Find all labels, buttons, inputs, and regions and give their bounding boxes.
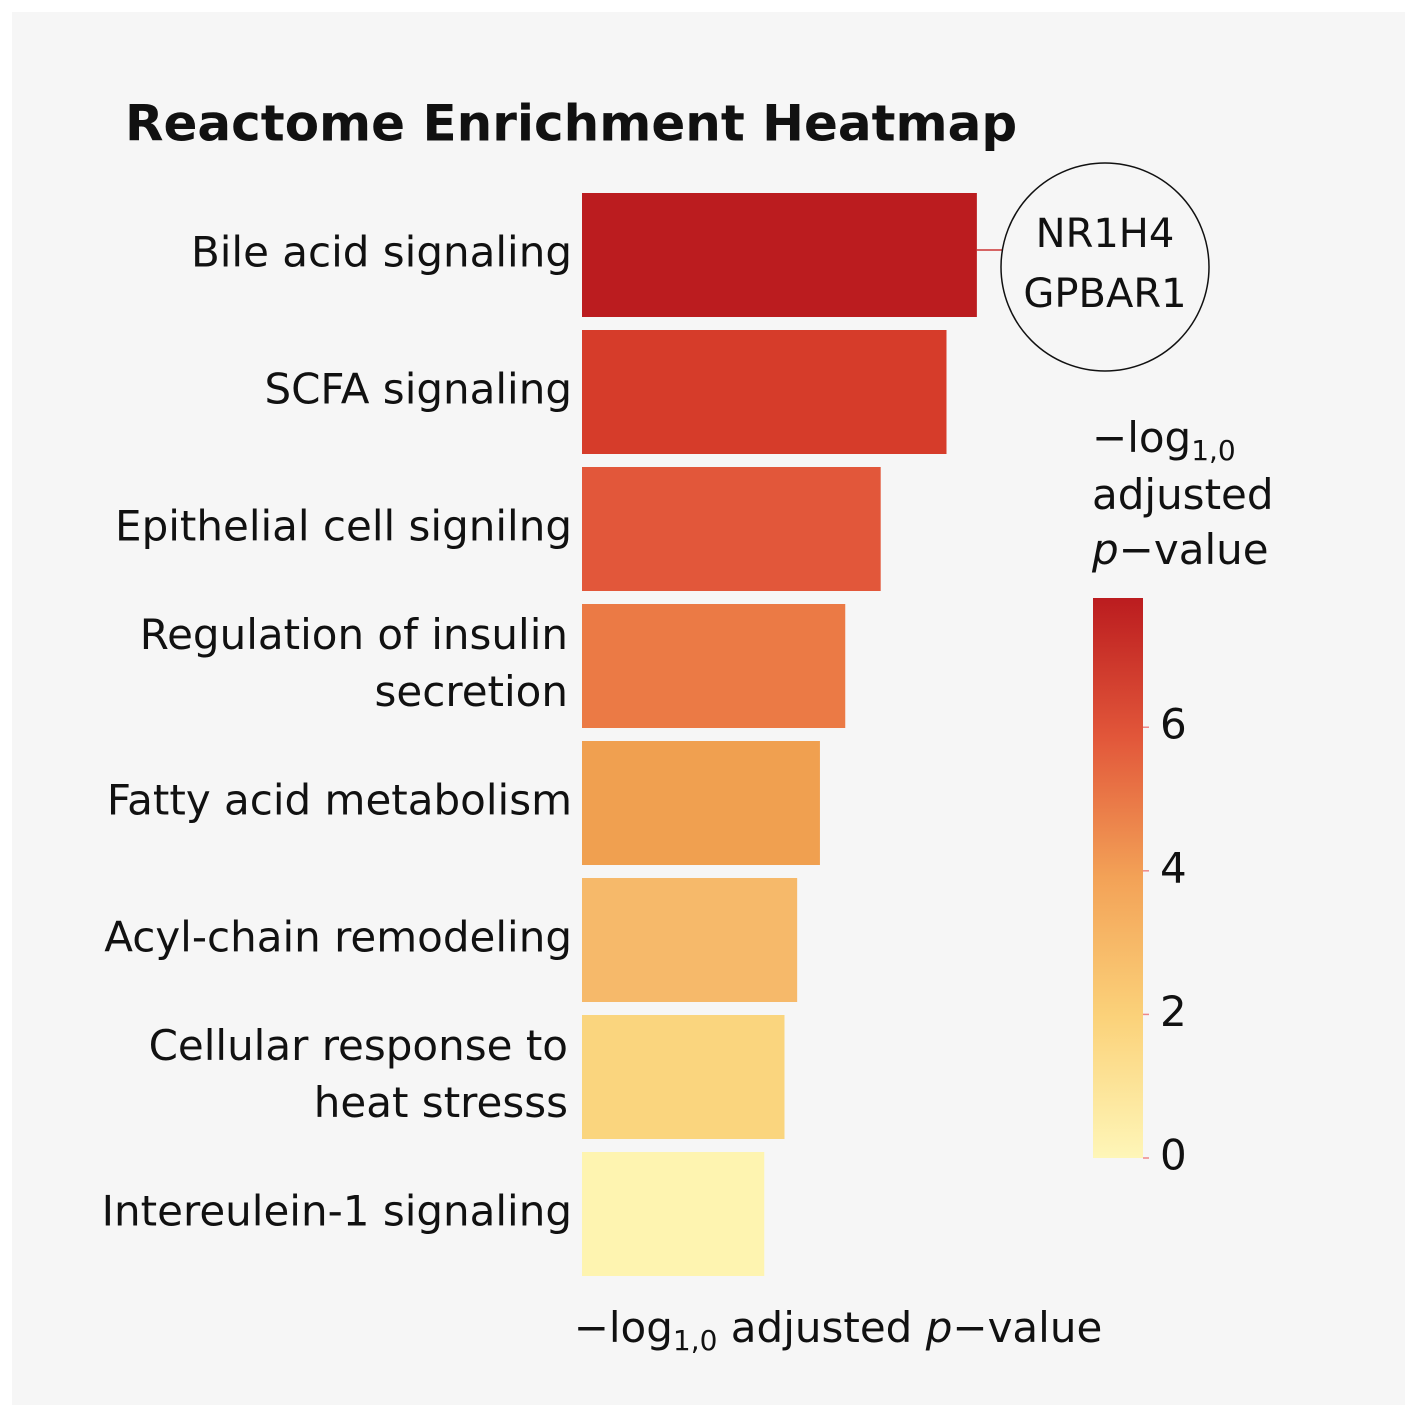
y-tick-label: SCFA signaling	[264, 365, 572, 414]
bar	[582, 193, 977, 317]
y-tick-label: Acyl-chain remodeling	[104, 913, 572, 962]
bar	[582, 741, 820, 865]
colorbar-tick-label: 4	[1160, 843, 1187, 892]
y-tick-label: secretion	[375, 667, 568, 716]
annotation-circle	[1000, 162, 1210, 372]
y-tick-label: Fatty acid metabolism	[107, 776, 572, 825]
colorbar-title: adjusted	[1092, 470, 1274, 519]
bar	[582, 1015, 785, 1139]
annotation-text: NR1H4	[1036, 211, 1175, 257]
chart-title: Reactome Enrichment Heatmap	[125, 95, 1017, 153]
x-axis-label-part: −value	[952, 1303, 1102, 1352]
y-tick-label: Cellular response to	[149, 1021, 568, 1070]
y-tick-label: Intereulein-1 signaling	[102, 1187, 572, 1236]
x-axis-label-part: 1,0	[673, 1324, 718, 1357]
y-tick-label: Regulation of insulin	[140, 610, 568, 659]
bar	[582, 878, 798, 1002]
x-axis-label-part: −log	[574, 1303, 673, 1352]
colorbar-title: p−value	[1091, 525, 1269, 574]
x-axis-label-part: p	[925, 1303, 953, 1352]
bar	[582, 604, 846, 728]
colorbar-title-part: 1,0	[1191, 434, 1236, 467]
x-axis-label: −log1,0 adjusted p−value	[574, 1303, 1103, 1364]
colorbar-title-part: adjusted	[1092, 470, 1274, 519]
colorbar-tick-label: 0	[1160, 1131, 1187, 1180]
colorbar-title: −log1,0	[1092, 413, 1236, 468]
x-axis-label-part: adjusted	[731, 1303, 913, 1352]
y-tick-label: Bile acid signaling	[191, 228, 572, 277]
y-tick-label: Epithelial cell signilng	[115, 502, 572, 551]
colorbar-title-part: −log	[1092, 413, 1191, 462]
colorbar	[1093, 598, 1143, 1158]
colorbar-tick-label: 2	[1160, 987, 1187, 1036]
bar	[582, 467, 881, 591]
bar	[582, 330, 947, 454]
bar	[582, 1152, 765, 1276]
colorbar-title-part: p	[1091, 525, 1119, 574]
colorbar-tick-label: 6	[1160, 700, 1187, 749]
annotation-text: GPBAR1	[1023, 271, 1186, 317]
y-tick-label: heat stresss	[314, 1078, 568, 1127]
colorbar-title-part: −value	[1119, 525, 1269, 574]
